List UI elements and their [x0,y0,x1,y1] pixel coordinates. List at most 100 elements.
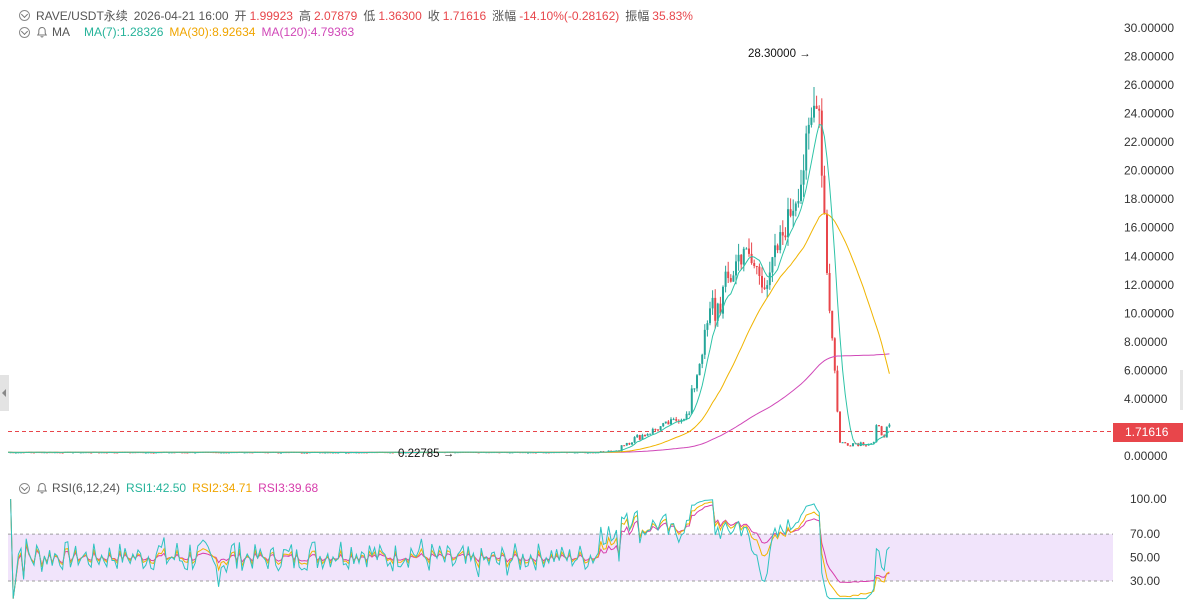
candle-body [875,425,878,443]
candle-body [732,275,735,282]
amplitude-value: 35.83% [652,8,693,23]
candle-body [771,257,774,273]
candle-body [659,426,662,431]
candle-body [391,452,394,454]
price-tick-label: 6.00000 [1124,363,1168,377]
candle-body [742,248,745,265]
ma-indicator-name[interactable]: MA [52,25,70,39]
candle-body [849,445,852,447]
candle-body [508,452,511,454]
candle-body [823,175,826,214]
candle-body [831,310,834,339]
ma7-line [8,123,890,454]
candle-body [839,411,841,443]
candle-body [865,445,867,447]
price-tick-label: 10.00000 [1124,306,1174,320]
candle-body [186,452,189,454]
bell-icon[interactable] [36,482,48,494]
left-scroll-handle[interactable] [0,375,9,411]
candle-body [324,452,327,454]
candle-body [144,452,147,454]
candle-body [748,248,750,254]
rsi2-value: RSI2:34.71 [192,481,253,495]
candle-body [836,370,839,412]
price-tick-label: 14.00000 [1124,249,1174,263]
candle-body [737,254,740,262]
right-scroll-handle[interactable] [1180,370,1183,410]
candle-body [805,133,808,171]
candle-body [797,201,800,204]
candle-body [631,442,633,445]
ma30-line [8,212,890,453]
candle-body [129,452,132,454]
candle-body [573,452,576,454]
rsi-indicator-name[interactable]: RSI(6,12,24) [52,481,121,495]
candle-body [794,203,797,211]
candles-layer [9,87,891,454]
amplitude-label: 振幅 [625,9,650,23]
candle-body [688,413,691,415]
candle-body [776,245,779,251]
low-annotation: 0.22785 → [398,448,454,460]
candle-body [651,428,654,434]
ma-lines-layer [8,123,890,454]
low-value: 1.36300 [378,8,422,23]
candle-body [220,452,223,454]
collapse-chevron-icon[interactable] [19,482,30,494]
candle-body [701,354,704,364]
candle-body [277,452,280,454]
open-value: 1.99923 [249,8,293,23]
collapse-chevron-icon[interactable] [19,26,30,38]
price-tick-label: 20.00000 [1124,164,1174,178]
price-tick-label: 18.00000 [1124,192,1174,206]
candle-body [152,452,155,454]
candle-body [844,442,847,444]
candle-body [862,442,865,446]
candle-body [667,421,670,425]
candle-body [79,452,82,454]
candle-body [194,452,197,454]
candle-body [646,434,649,436]
candle-body [607,450,610,452]
candle-body [654,428,657,430]
candle-body [105,452,108,454]
candle-body [147,452,150,454]
candle-body [761,276,763,288]
candle-body [727,271,730,279]
rsi-legend-row: RSI(6,12,24) RSI1:42.50 RSI2:34.71 RSI3:… [19,481,318,495]
candle-body [222,452,225,454]
candle-body [402,452,405,454]
candle-body [181,452,184,454]
candle-body [243,452,246,454]
candle-body [807,124,810,134]
ma30-value: MA(30):8.92634 [169,25,256,39]
candle-body [306,452,308,454]
annotation-layer: 28.30000 → 0.22785 → [398,48,811,460]
candle-body [636,435,639,438]
candle-body [709,308,711,324]
price-tick-label: 30.00000 [1124,21,1174,35]
symbol-name: RAVE/USDT永续 [36,9,128,23]
candle-body [664,421,667,424]
candle-body [628,443,631,445]
candle-body [774,245,776,258]
candle-body [740,254,743,265]
candle-body [867,444,870,446]
axis-layer: 30.00000 28.00000 26.00000 24.00000 22.00000… [8,21,1174,588]
candle-body [787,209,789,238]
candle-body [511,452,514,454]
candle-body [784,235,787,238]
candle-body [841,442,844,444]
bell-icon[interactable] [36,26,48,38]
candle-body [781,232,784,236]
candle-body [885,426,888,438]
candle-body [813,105,815,118]
candle-body [672,419,675,421]
close-value: 1.71616 [442,8,487,23]
candle-body [625,443,628,446]
collapse-chevron-icon[interactable] [19,10,30,21]
candle-body [711,297,714,309]
candle-body [326,452,329,454]
candle-body [792,210,795,216]
